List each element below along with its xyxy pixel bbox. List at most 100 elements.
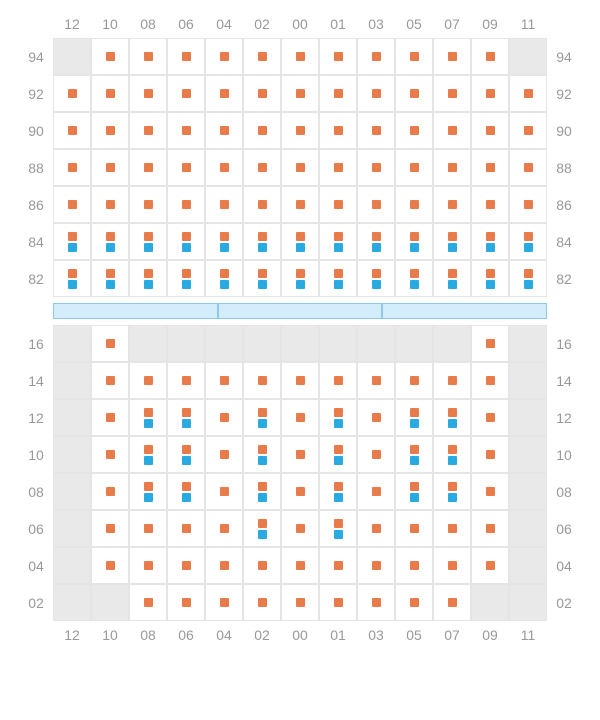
seat-cell[interactable] [433,223,471,260]
seat-cell[interactable] [281,510,319,547]
seat-cell[interactable] [471,223,509,260]
seat-cell[interactable] [281,547,319,584]
seat-cell[interactable] [281,149,319,186]
seat-cell[interactable] [281,223,319,260]
seat-cell[interactable] [129,75,167,112]
seat-cell[interactable] [509,75,547,112]
seat-cell[interactable] [357,75,395,112]
seat-cell[interactable] [281,186,319,223]
seat-cell[interactable] [167,547,205,584]
seat-cell[interactable] [357,260,395,297]
seat-cell[interactable] [91,149,129,186]
seat-cell[interactable] [281,75,319,112]
seat-cell[interactable] [243,510,281,547]
seat-cell[interactable] [129,473,167,510]
seat-cell[interactable] [205,584,243,621]
seat-cell[interactable] [319,399,357,436]
seat-cell[interactable] [509,260,547,297]
seat-cell[interactable] [129,362,167,399]
seat-cell[interactable] [129,547,167,584]
seat-cell[interactable] [167,149,205,186]
seat-cell[interactable] [357,223,395,260]
seat-cell[interactable] [471,547,509,584]
seat-cell[interactable] [471,38,509,75]
seat-cell[interactable] [433,436,471,473]
seat-cell[interactable] [509,223,547,260]
seat-cell[interactable] [243,186,281,223]
seat-cell[interactable] [205,547,243,584]
seat-cell[interactable] [395,112,433,149]
seat-cell[interactable] [433,112,471,149]
seat-cell[interactable] [129,112,167,149]
seat-cell[interactable] [319,362,357,399]
seat-cell[interactable] [471,112,509,149]
seat-cell[interactable] [357,38,395,75]
seat-cell[interactable] [281,260,319,297]
seat-cell[interactable] [167,75,205,112]
seat-cell[interactable] [395,510,433,547]
seat-cell[interactable] [243,473,281,510]
seat-cell[interactable] [319,584,357,621]
seat-cell[interactable] [205,436,243,473]
seat-cell[interactable] [129,510,167,547]
seat-cell[interactable] [395,75,433,112]
seat-cell[interactable] [243,223,281,260]
seat-cell[interactable] [243,362,281,399]
seat-cell[interactable] [433,149,471,186]
seat-cell[interactable] [281,38,319,75]
seat-cell[interactable] [167,112,205,149]
seat-cell[interactable] [91,436,129,473]
seat-cell[interactable] [167,473,205,510]
seat-cell[interactable] [471,362,509,399]
seat-cell[interactable] [395,223,433,260]
seat-cell[interactable] [471,149,509,186]
seat-cell[interactable] [205,38,243,75]
seat-cell[interactable] [281,399,319,436]
seat-cell[interactable] [471,436,509,473]
seat-cell[interactable] [205,362,243,399]
seat-cell[interactable] [53,112,91,149]
seat-cell[interactable] [167,223,205,260]
seat-cell[interactable] [357,584,395,621]
seat-cell[interactable] [167,186,205,223]
seat-cell[interactable] [205,260,243,297]
seat-cell[interactable] [91,510,129,547]
seat-cell[interactable] [395,260,433,297]
seat-cell[interactable] [205,186,243,223]
seat-cell[interactable] [91,186,129,223]
seat-cell[interactable] [395,436,433,473]
seat-cell[interactable] [509,186,547,223]
seat-cell[interactable] [395,362,433,399]
seat-cell[interactable] [357,436,395,473]
seat-cell[interactable] [53,149,91,186]
seat-cell[interactable] [167,260,205,297]
seat-cell[interactable] [357,112,395,149]
seat-cell[interactable] [319,38,357,75]
seat-cell[interactable] [319,473,357,510]
seat-cell[interactable] [129,399,167,436]
seat-cell[interactable] [91,547,129,584]
seat-cell[interactable] [357,547,395,584]
seat-cell[interactable] [129,436,167,473]
seat-cell[interactable] [167,399,205,436]
seat-cell[interactable] [319,112,357,149]
seat-cell[interactable] [433,510,471,547]
seat-cell[interactable] [53,186,91,223]
seat-cell[interactable] [281,112,319,149]
seat-cell[interactable] [129,186,167,223]
seat-cell[interactable] [471,260,509,297]
seat-cell[interactable] [357,473,395,510]
seat-cell[interactable] [357,510,395,547]
seat-cell[interactable] [433,186,471,223]
seat-cell[interactable] [91,399,129,436]
seat-cell[interactable] [395,149,433,186]
seat-cell[interactable] [319,149,357,186]
seat-cell[interactable] [91,325,129,362]
seat-cell[interactable] [357,149,395,186]
seat-cell[interactable] [243,436,281,473]
seat-cell[interactable] [281,584,319,621]
seat-cell[interactable] [53,260,91,297]
seat-cell[interactable] [319,547,357,584]
seat-cell[interactable] [281,436,319,473]
seat-cell[interactable] [433,260,471,297]
